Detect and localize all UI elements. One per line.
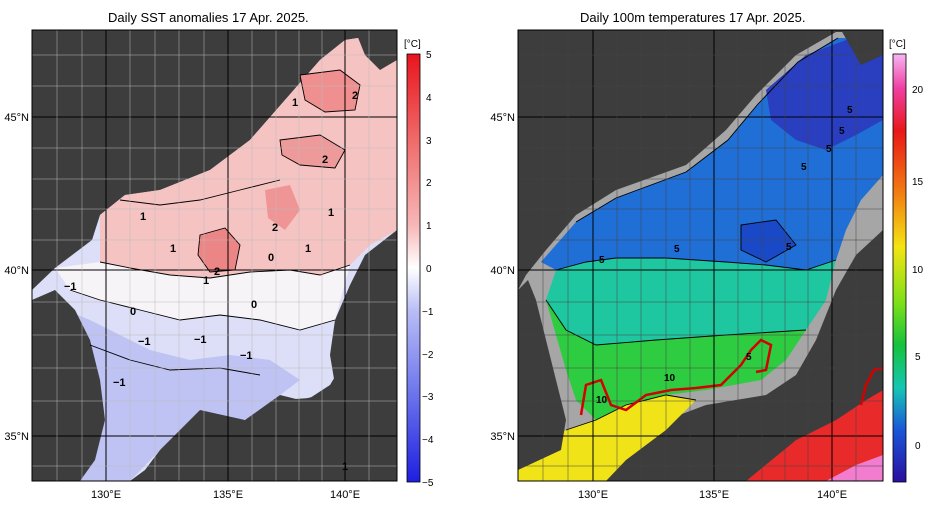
right-minor-grid [518,30,883,481]
colorbar-tick: 10 [912,265,924,276]
contour-label: 1 [298,481,304,493]
left-map-frame [31,29,398,482]
contour-label: 5 [746,352,752,363]
contour-label: 2 [352,90,358,102]
colorbar-tick: 5 [915,352,921,363]
contour-label: 5 [801,162,807,173]
lon-label-135e: 135°E [699,489,729,501]
lat-label-45n: 45°N [490,112,515,124]
contour-label: −1 [194,334,207,346]
colorbar-tick: −1 [422,307,434,318]
left-panel-title: Daily SST anomalies 17 Apr. 2025. [108,10,309,25]
warm-water-zone [518,395,696,481]
left-colorbar-ticks: 5 4 3 2 1 0 −1 −2 −3 −4 −5 [422,50,434,489]
colorbar-tick: −2 [422,350,434,361]
right-contour-labels: 5 5 5 5 5 5 5 5 10 10 [596,105,853,406]
contour-label: 1 [328,207,334,219]
kuroshio-pink-zone [826,455,883,481]
colorbar-tick: 0 [915,441,921,452]
colorbar-tick: 20 [912,85,924,96]
anomaly-contours [69,69,361,376]
right-colorbar-unit: [°C] [889,39,906,50]
lon-label-135e: 135°E [213,489,243,501]
contour-label: 5 [786,242,792,253]
lat-label-45n: 45°N [4,112,29,124]
warm-anomaly-core-3 [198,228,240,272]
warm-anomaly-core-4 [265,185,300,230]
lon-label-140e: 140°E [817,489,847,501]
contour-label: 1 [342,461,348,473]
colorbar-tick: 15 [912,177,924,188]
green-water-zone [546,300,806,420]
left-contour-labels: 1 2 2 2 1 1 1 2 1 1 0 0 −1 0 −1 −1 −1 −1… [64,90,358,493]
contour-label: 1 [292,97,298,109]
honshu-land [170,230,397,481]
contour-label: 1 [170,243,176,255]
contour-label: 1 [203,275,209,287]
colorbar-tick: 5 [426,50,432,61]
contour-label: −1 [138,336,151,348]
right-lon-labels: 130°E 135°E 140°E [578,489,847,501]
contour-label: 5 [839,126,845,137]
warm-anomaly-core-2 [280,135,345,168]
contour-label: 1 [305,243,311,255]
colorbar-tick: 4 [426,93,432,104]
temperature-colorbar [892,53,907,483]
right-map-frame [517,29,884,482]
left-lat-labels: 45°N 40°N 35°N [4,112,29,443]
lat-label-35n: 35°N [490,431,515,443]
contour-label: 2 [214,266,220,278]
left-minor-grid [32,30,397,481]
right-colorbar-ticks: 20 15 10 5 0 [912,85,924,452]
colorbar-tick: −4 [422,435,434,446]
temperature-contours [545,37,839,431]
korea-land [32,290,105,481]
contour-label: −1 [113,377,126,389]
contour-label: 2 [322,154,328,166]
contour-label: 10 [664,373,676,384]
contour-label: 5 [674,244,680,255]
honshu-land [631,230,883,481]
front-line-10c [579,338,773,416]
contour-label: −1 [240,350,253,362]
lat-label-40n: 40°N [490,265,515,277]
temperature-100m-map: 5 5 5 5 5 5 5 5 10 10 45°N 40°N 35°N 130… [490,29,924,501]
left-lon-labels: 130°E 135°E 140°E [91,489,360,501]
anomaly-colorbar [406,53,421,483]
colorbar-tick: 1 [426,221,432,232]
colorbar-tick: −5 [422,478,434,489]
contour-label: −1 [64,281,77,293]
colorbar-tick: 3 [426,136,432,147]
right-lat-labels: 45°N 40°N 35°N [490,112,515,443]
lon-label-140e: 140°E [330,489,360,501]
sakhalin-land [355,30,397,70]
contour-label: 5 [847,105,853,116]
left-colorbar-unit: [°C] [404,39,421,50]
lon-label-130e: 130°E [91,489,121,501]
colorbar-tick: 2 [426,178,432,189]
coldest-water-zone [766,40,883,150]
lat-label-40n: 40°N [4,265,29,277]
contour-label: 0 [268,252,274,264]
sakhalin-land [841,30,883,65]
contour-label: 0 [130,306,136,318]
right-grid [518,30,883,481]
contour-label: 5 [599,255,605,266]
cold-eddy [741,220,796,262]
lat-label-35n: 35°N [4,431,29,443]
colorbar-tick: −3 [422,392,434,403]
sst-anomaly-map: 1 2 2 2 1 1 1 2 1 1 0 0 −1 0 −1 −1 −1 −1… [4,29,434,501]
lon-label-130e: 130°E [578,489,608,501]
teal-water-zone [546,258,836,345]
left-grid [32,30,397,481]
right-panel-title: Daily 100m temperatures 17 Apr. 2025. [580,10,806,25]
contour-label: 0 [251,299,257,311]
contour-label: 10 [596,395,608,406]
contour-label: 2 [272,222,278,234]
front-line-10c-east [859,366,883,406]
contour-label: 5 [826,144,832,155]
contour-label: 1 [140,211,146,223]
korea-land [518,280,566,470]
colorbar-tick: 0 [426,264,432,275]
